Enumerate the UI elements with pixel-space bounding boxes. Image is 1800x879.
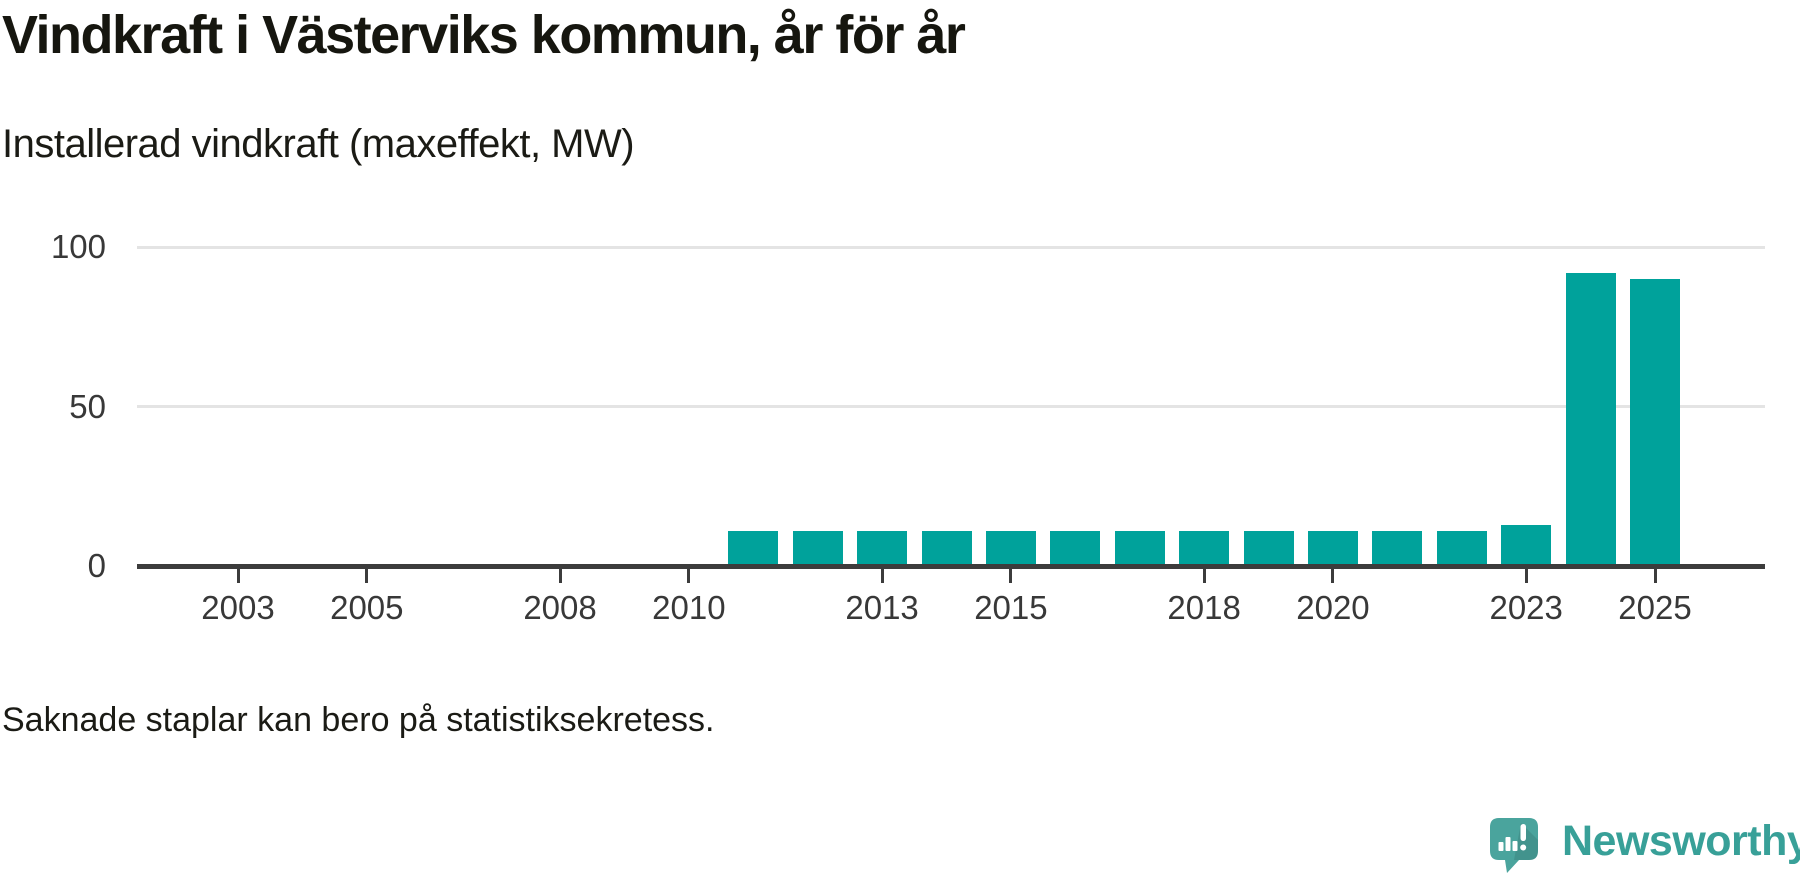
bar-2020 [1307, 531, 1358, 566]
x-axis-label-2015: 2015 [974, 589, 1048, 626]
x-axis-label-2023: 2023 [1489, 589, 1563, 626]
x-axis-label-2018: 2018 [1167, 589, 1241, 626]
x-axis-label-2013: 2013 [845, 589, 919, 626]
x-axis-label-2020: 2020 [1296, 589, 1370, 626]
bar-2014 [921, 531, 972, 566]
x-axis-tick-2015 [1009, 568, 1013, 583]
x-axis-label-2008: 2008 [523, 589, 597, 626]
newsworthy-logo: Newsworthy [1490, 818, 1800, 876]
bar-2025 [1630, 279, 1681, 566]
logo-mini-bar-3 [1512, 841, 1518, 851]
x-axis-line [137, 563, 1765, 569]
logo-mini-bar-2 [1505, 837, 1511, 851]
y-axis-label-100: 100 [50, 228, 106, 265]
bar-2019 [1243, 531, 1294, 566]
x-axis-tick-2003 [236, 568, 240, 583]
x-axis-label-2005: 2005 [330, 589, 404, 626]
bar-2011 [728, 531, 779, 566]
x-axis-tick-2013 [880, 568, 884, 583]
bar-2016 [1050, 531, 1101, 566]
x-axis-label-2025: 2025 [1618, 589, 1692, 626]
bar-2018 [1179, 531, 1230, 566]
logo-exclamation-bar [1520, 824, 1526, 841]
bar-2024 [1565, 273, 1616, 566]
y-gridline-50 [137, 405, 1765, 408]
bar-2023 [1501, 525, 1552, 566]
bar-2021 [1372, 531, 1423, 566]
newsworthy-logo-icon [1490, 818, 1538, 873]
x-axis-tick-2018 [1202, 568, 1206, 583]
x-axis-label-2003: 2003 [201, 589, 275, 626]
y-axis-label-50: 50 [69, 387, 106, 425]
bar-2012 [792, 531, 843, 566]
x-axis-label-2010: 2010 [652, 589, 726, 626]
chart-title: Vindkraft i Västerviks kommun, år för år [2, 5, 966, 65]
newsworthy-logo-text: Newsworthy [1562, 817, 1800, 865]
x-axis-tick-2010 [687, 568, 691, 583]
logo-fold-shadow [1514, 823, 1538, 860]
y-gridline-100 [137, 245, 1765, 249]
x-axis-tick-2025 [1653, 568, 1657, 583]
x-axis-tick-2023 [1524, 568, 1528, 583]
bar-2013 [857, 531, 908, 566]
bar-2022 [1436, 531, 1487, 566]
y-axis-label-0: 0 [87, 547, 106, 584]
bar-2017 [1114, 531, 1165, 566]
x-axis-tick-2005 [365, 568, 369, 583]
chart-footnote: Saknade staplar kan bero på statistiksek… [2, 701, 715, 739]
bar-2015 [985, 531, 1036, 566]
logo-mini-bar-1 [1498, 842, 1504, 851]
logo-exclamation-dot [1520, 844, 1527, 851]
x-axis-tick-2020 [1331, 568, 1335, 583]
chart-subtitle: Installerad vindkraft (maxeffekt, MW) [2, 122, 635, 166]
x-axis-tick-2008 [558, 568, 562, 583]
